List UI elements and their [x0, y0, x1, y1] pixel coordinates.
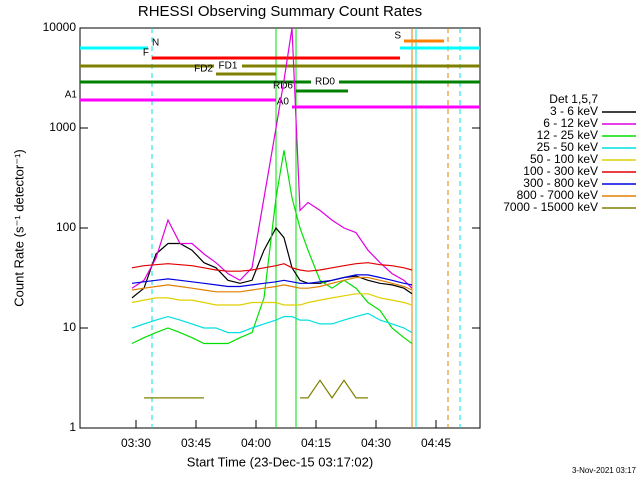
legend-label: 6 - 12 keV [543, 116, 598, 130]
y-tick-label: 100 [56, 220, 76, 234]
series-line [131, 150, 413, 345]
series-line [131, 27, 413, 289]
series-line [144, 379, 368, 399]
series-line [131, 276, 413, 293]
flag-label: N [152, 38, 159, 49]
x-tick-label: 04:00 [241, 436, 271, 450]
x-tick-label: 03:30 [121, 436, 151, 450]
x-tick-label: 04:15 [301, 436, 331, 450]
x-tick-label: 03:45 [181, 436, 211, 450]
footer: 3-Nov-2021 03:17 [572, 466, 637, 475]
label-bg [311, 76, 339, 88]
legend-label: 25 - 50 keV [537, 140, 598, 154]
series-line [131, 274, 413, 288]
series-line [131, 293, 413, 306]
legend-label: 800 - 7000 keV [517, 188, 598, 202]
x-tick-label: 04:45 [421, 436, 451, 450]
x-axis-label: Start Time (23-Dec-15 03:17:02) [187, 454, 373, 469]
y-tick-label: 10 [63, 320, 77, 334]
legend-label: 50 - 100 keV [530, 152, 598, 166]
y-tick-label: 1000 [49, 120, 76, 134]
y-tick-label: 1 [69, 420, 76, 434]
flag-label: A1 [65, 90, 78, 101]
flag-label: S [394, 31, 401, 42]
flag-label: F [143, 48, 149, 59]
chart-title: RHESSI Observing Summary Count Rates [138, 3, 422, 20]
flag-label: A0 [277, 97, 290, 108]
series-line [131, 226, 413, 299]
series-line [131, 312, 413, 334]
legend-label: 100 - 300 keV [523, 164, 598, 178]
x-tick-label: 04:30 [361, 436, 391, 450]
series-line [131, 262, 413, 272]
legend-label: 300 - 800 keV [523, 176, 598, 190]
flag-label: RD0 [315, 77, 335, 88]
flag-label: FD1 [219, 61, 238, 72]
y-tick-label: 10000 [43, 20, 77, 34]
label-bg [214, 60, 242, 72]
flag-label: FD2 [194, 64, 213, 75]
y-axis-label: Count Rate (s⁻¹ detector⁻¹) [11, 149, 26, 307]
legend-label: 7000 - 15000 keV [503, 200, 598, 214]
legend-label: 12 - 25 keV [537, 128, 598, 142]
legend-title: Det 1,5,7 [549, 92, 598, 106]
legend-label: 3 - 6 keV [550, 104, 598, 118]
